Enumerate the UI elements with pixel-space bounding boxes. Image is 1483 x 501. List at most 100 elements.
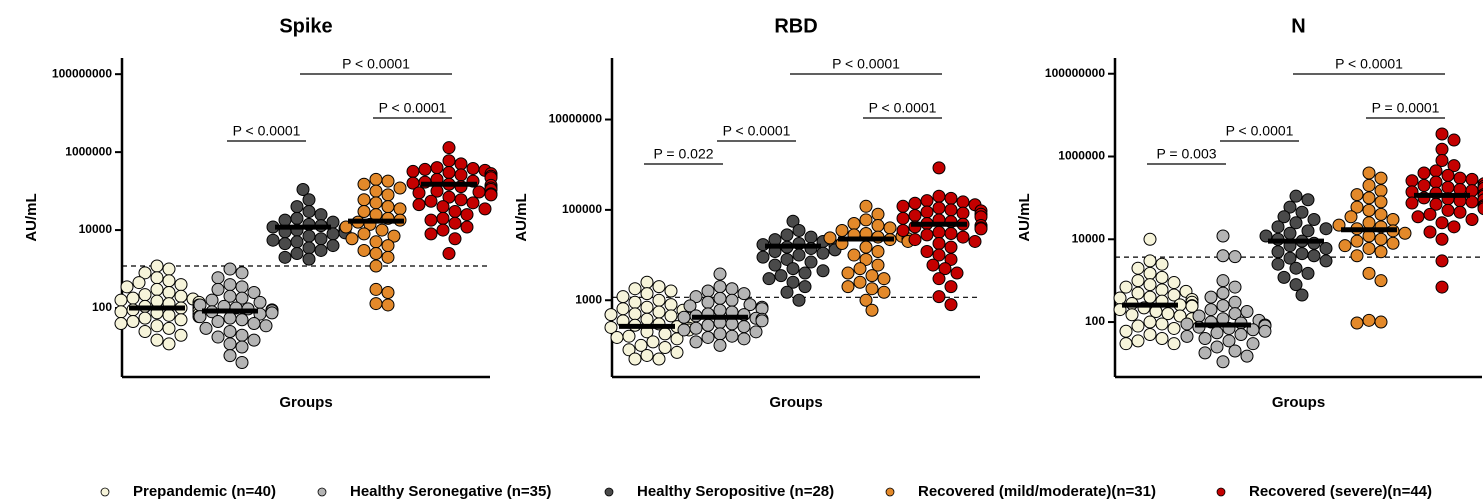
data-point [1143,278,1157,292]
data-point [920,205,934,219]
data-point [640,300,654,314]
data-point [174,328,188,342]
data-point [235,356,249,370]
data-point [126,315,140,329]
data-point [1289,261,1303,275]
data-point [743,298,757,312]
data-point [1295,205,1309,219]
data-point [1374,195,1388,209]
data-point [896,211,910,225]
data-point [780,228,794,242]
data-point [138,288,152,302]
data-point [381,200,395,214]
data-point [302,204,316,218]
data-point [1405,174,1419,188]
data-point [114,317,128,331]
data-point [616,302,630,316]
data-point [357,177,371,191]
data-point [150,333,164,347]
data-point [448,204,462,218]
p-value: P < 0.0001 [233,123,301,139]
data-point [1180,317,1194,331]
y-tick-label: 1000000 [1058,149,1105,163]
data-point [908,233,922,247]
data-point [199,321,213,335]
data-point [798,266,812,280]
data-point [466,162,480,176]
data-point [640,312,654,326]
data-point [1180,329,1194,343]
data-point [926,258,940,272]
data-point [1465,213,1479,227]
data-point [956,206,970,220]
data-point [436,211,450,225]
data-point [1246,337,1260,351]
data-point [1465,195,1479,209]
data-point [1228,295,1242,309]
y-tick-label: 100000000 [52,66,112,80]
data-point [932,248,946,262]
data-point [622,329,636,343]
data-point [339,220,353,234]
data-point [290,247,304,261]
data-point [1167,276,1181,290]
data-point [853,275,867,289]
data-point [1319,254,1333,268]
y-axis-label: AU/mL [1016,193,1033,241]
data-point [247,286,261,300]
data-point [369,297,383,311]
data-point [896,223,910,237]
data-point [162,308,176,322]
data-point [223,262,237,276]
data-point [713,327,727,341]
data-point [223,278,237,292]
data-point [652,280,666,294]
data-point [278,213,292,227]
data-point [442,154,456,168]
data-point [1435,254,1449,268]
data-point [664,309,678,323]
data-point [628,282,642,296]
data-point [278,250,292,264]
data-point [290,235,304,249]
data-point [1411,210,1425,224]
y-tick-label: 10000 [1072,231,1106,245]
data-point [357,193,371,207]
data-point [448,216,462,230]
data-point [223,324,237,338]
data-point [460,220,474,234]
data-point [326,239,340,253]
data-point [865,269,879,283]
data-point [701,330,715,344]
data-point [1477,202,1483,216]
data-point [640,348,654,362]
data-point [701,284,715,298]
data-point [1204,290,1218,304]
data-point [792,223,806,237]
data-point [871,207,885,221]
y-tick-label: 1000 [575,292,602,306]
data-point [1338,239,1352,253]
data-point [658,327,672,341]
data-point [956,230,970,244]
data-point [302,241,316,255]
x-axis-label: Groups [1272,394,1325,411]
data-point [1301,224,1315,238]
data-point [162,321,176,335]
y-tick-label: 100000000 [1045,66,1105,80]
data-point [877,272,891,286]
data-point [314,243,328,257]
data-point [762,272,776,286]
data-point [1344,210,1358,224]
legend-label: Recovered (severe)(n=44) [1249,483,1432,500]
data-point [634,338,648,352]
data-point [381,239,395,253]
data-point [865,303,879,317]
data-point [174,278,188,292]
data-point [1386,236,1400,250]
data-point [1289,189,1303,203]
p-value: P = 0.0001 [1372,100,1440,116]
y-tick-label: 10000 [79,222,113,236]
data-point [150,294,164,308]
data-point [1240,304,1254,318]
